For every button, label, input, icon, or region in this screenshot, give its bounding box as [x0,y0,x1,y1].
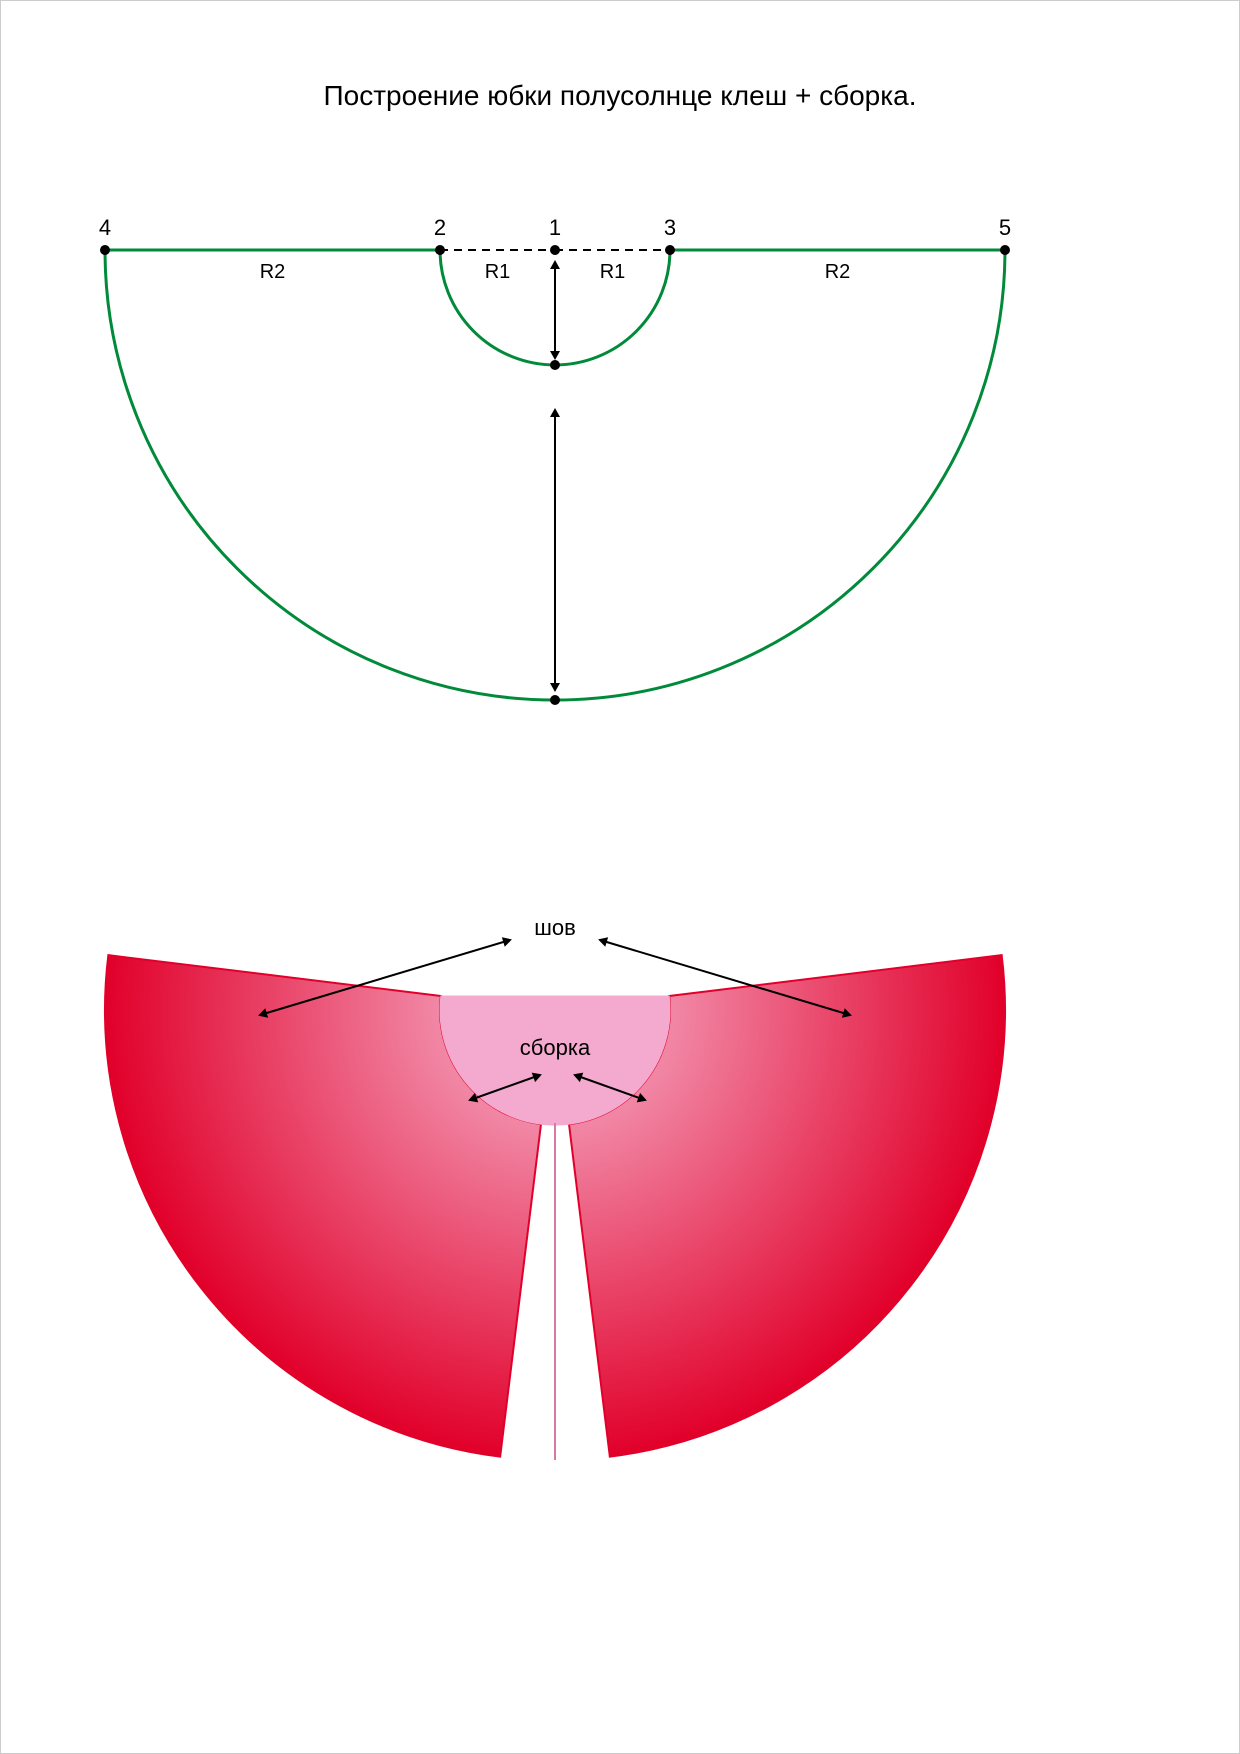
label-1: 1 [549,215,561,240]
label-5: 5 [999,215,1011,240]
label-4: 4 [99,215,111,240]
point-1 [550,245,560,255]
label-r1-left: R1 [485,261,511,283]
point-4 [100,245,110,255]
label-3: 3 [664,215,676,240]
point-r1-bottom [550,360,560,370]
point-5 [1000,245,1010,255]
label-r2-right: R2 [825,261,851,283]
point-2 [435,245,445,255]
diagram-canvas: Построение юбки полусолнце клеш + сборка… [0,0,1240,1754]
label-seam: шов [534,915,576,940]
label-r2-left: R2 [260,261,286,283]
label-gather: сборка [520,1035,591,1060]
page-title: Построение юбки полусолнце клеш + сборка… [324,80,917,111]
skirt-pattern-diagram: шов сборка [54,915,1057,1460]
point-3 [665,245,675,255]
point-r2-bottom [550,695,560,705]
construction-diagram: 1 2 3 4 5 R1 R1 R2 R2 [99,215,1011,705]
label-2: 2 [434,215,446,240]
label-r1-right: R1 [600,261,626,283]
